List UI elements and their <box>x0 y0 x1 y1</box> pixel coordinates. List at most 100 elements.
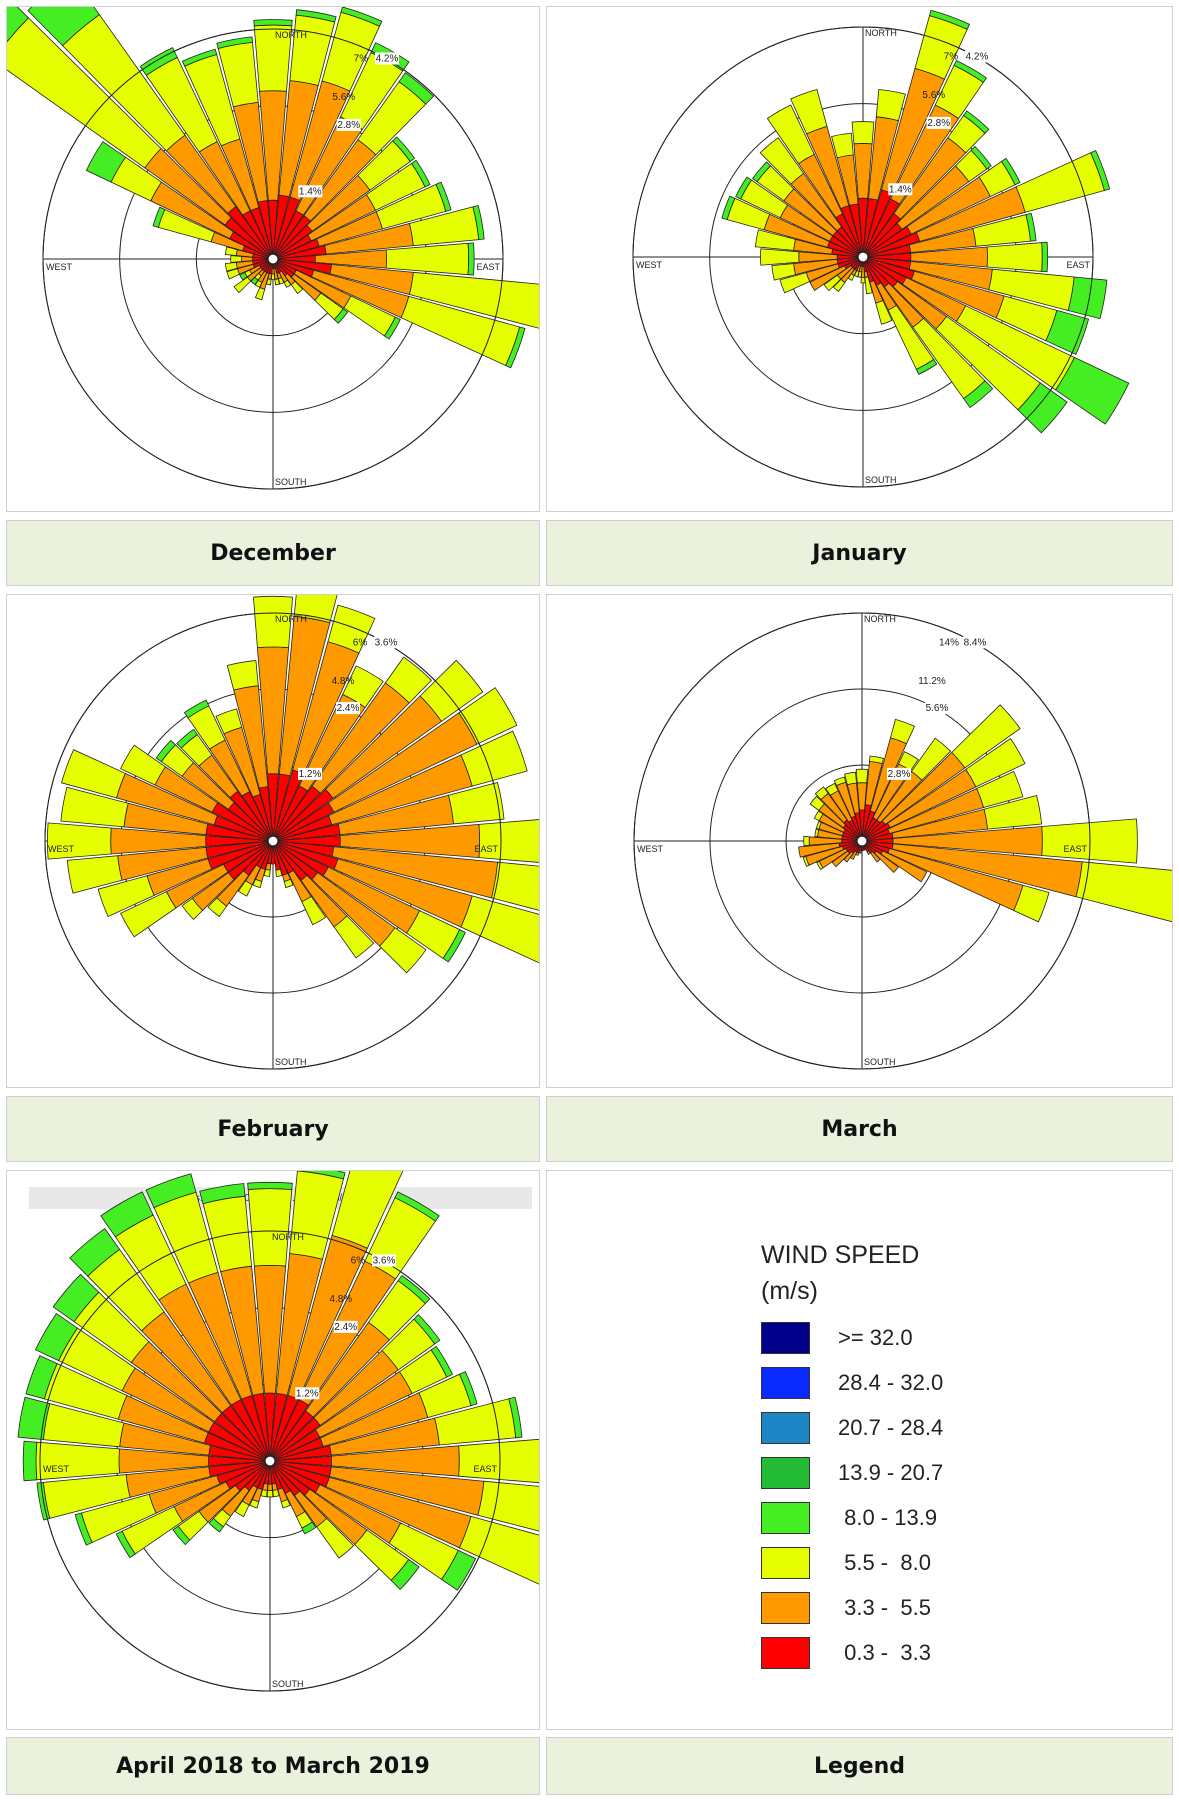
legend-label: 5.5 - 8.0 <box>838 1550 931 1575</box>
petal-segment <box>239 271 248 281</box>
outer-ring <box>44 612 502 1070</box>
petal-segment <box>290 280 304 295</box>
petal-segment <box>1017 382 1068 434</box>
petal-segment <box>833 776 847 787</box>
ring-label: 2.8% <box>927 118 950 129</box>
ring-label: 5.6% <box>332 92 355 103</box>
windrose-december: 1.4% 2.8% 4.2% 5.6% 7% NORTH SOUTH EAST WEST <box>7 7 539 490</box>
petal-segment <box>316 1517 355 1559</box>
center-dot <box>267 253 279 265</box>
petal-segment <box>52 1273 100 1323</box>
petal-segment <box>419 659 484 722</box>
ring-label: 5.6% <box>926 703 949 714</box>
petal-segment <box>181 48 218 67</box>
ring-label: 1.4% <box>299 186 322 197</box>
ring-label-bg <box>375 52 399 65</box>
petal-segment <box>392 136 416 163</box>
petal-segment <box>230 255 243 263</box>
compass-south-label: SOUTH <box>275 1057 307 1067</box>
petal-segment <box>66 855 123 894</box>
ring-label: 1.4% <box>889 184 912 195</box>
compass-south-label: SOUTH <box>272 1679 304 1689</box>
legend-panel: WIND SPEED (m/s) >= 32.0 28.4 - 32.0 20.7 … <box>546 1170 1173 1730</box>
petal-segment <box>870 851 881 863</box>
windrose-panel-december: 1.4% 2.8% 4.2% 5.6% 7% NORTH SOUTH EAST WEST <box>6 6 540 512</box>
compass-east-label: EAST <box>1066 260 1090 270</box>
petal-segment <box>176 728 198 749</box>
petal-segment <box>766 104 815 165</box>
petal-segment <box>864 276 873 295</box>
petal-segment <box>333 308 349 324</box>
petal-segment <box>802 856 810 867</box>
windrose-annual: 1.2% 2.4% 3.6% 4.8% 6% NORTH SOUTH EAST WEST <box>17 1171 539 1692</box>
ring-label: 1.2% <box>296 1388 319 1399</box>
legend-swatch <box>761 1592 810 1624</box>
petal-segment <box>951 704 1021 769</box>
legend-item: 8.0 - 13.9 <box>761 1501 937 1535</box>
petal-segment <box>803 835 810 847</box>
petal-segment <box>22 1440 38 1482</box>
ring-label: 7% <box>944 52 959 63</box>
petal-segment <box>809 265 847 291</box>
petal-segment <box>250 276 259 286</box>
petal-segment <box>249 1498 260 1509</box>
petal-segment <box>779 272 811 294</box>
ring-label: 2.8% <box>888 769 911 780</box>
petal-segment <box>181 897 204 920</box>
petal-segment <box>1015 152 1105 213</box>
petal-segment <box>155 739 177 763</box>
petal-segment <box>60 786 129 828</box>
ring-label: 5.6% <box>922 90 945 101</box>
caption-december: December <box>6 520 540 586</box>
petal-segment <box>74 1512 93 1546</box>
petal-segment <box>397 1274 431 1305</box>
petal-segment <box>340 7 383 27</box>
petal-segment <box>237 880 253 897</box>
petal-segment <box>215 708 243 735</box>
rose-group: 1.4% 2.8% 4.2% 5.6% 7% NORTH SOUTH EAST WEST <box>632 9 1130 488</box>
legend-swatch <box>761 1367 810 1399</box>
compass-west-label: WEST <box>43 1464 70 1474</box>
petal-segment <box>458 687 518 745</box>
petal-segment <box>875 89 906 122</box>
petal-segment <box>814 786 829 801</box>
petal-segment <box>490 861 539 911</box>
ring-label-bg <box>926 116 951 129</box>
ring-label-bg <box>298 185 323 198</box>
petal-segment <box>34 1313 78 1362</box>
windrose-january: 1.4% 2.8% 4.2% 5.6% 7% NORTH SOUTH EAST WEST <box>632 9 1130 488</box>
petal-segment <box>263 868 271 877</box>
petal-segment <box>752 161 772 183</box>
petal-segment <box>860 276 866 284</box>
compass-north-label: NORTH <box>272 1232 304 1242</box>
compass-south-label: SOUTH <box>865 475 897 485</box>
ring-label: 3.6% <box>373 1256 396 1267</box>
petal-segment <box>266 1490 274 1498</box>
petal-segment <box>983 795 1043 830</box>
caption-february: February <box>6 1096 540 1162</box>
petal-segment <box>844 771 857 786</box>
ring-label-bg <box>372 1254 396 1267</box>
petal-segment <box>430 1345 454 1378</box>
petal-segment <box>35 1441 120 1481</box>
outer-ring <box>632 26 1094 488</box>
petal-segment <box>478 819 539 863</box>
petal-segment <box>283 279 292 288</box>
petal-segment <box>226 268 241 280</box>
petal-segment <box>1041 241 1049 273</box>
legend-label: 28.4 - 32.0 <box>838 1370 944 1395</box>
ring-label-bg <box>336 702 360 715</box>
legend-swatch <box>761 1547 810 1579</box>
petal-segment <box>398 72 435 105</box>
petal-segment <box>267 1483 273 1491</box>
compass-west-label: WEST <box>637 844 664 854</box>
petal-segment <box>247 1188 293 1267</box>
petal-segment <box>384 656 433 704</box>
petal-segment <box>207 897 228 918</box>
petal-segment <box>890 718 916 745</box>
ring-label: 2.4% <box>337 703 360 714</box>
petal-segment <box>832 278 846 293</box>
legend-swatch <box>761 1322 810 1354</box>
petal-segment <box>986 242 1043 272</box>
ring-label-bg <box>963 636 987 649</box>
